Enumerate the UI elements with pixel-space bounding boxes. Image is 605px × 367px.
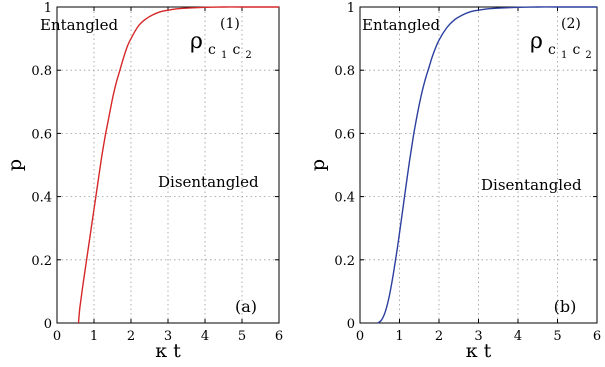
y-tick-label: 0: [347, 317, 355, 332]
y-tick-label: 0.2: [334, 254, 355, 269]
gridlines: [56, 6, 280, 324]
y-tick-label: 0.8: [31, 64, 52, 79]
entangled-label: Entangled: [40, 16, 119, 34]
y-tick-label: 0.8: [334, 64, 355, 79]
x-tick-label: 0: [53, 329, 61, 344]
x-tick-label: 1: [90, 329, 98, 344]
x-tick-label: 2: [127, 329, 135, 344]
series-line: [77, 6, 279, 324]
x-tick-label: 2: [435, 329, 443, 344]
rho-symbol: ρ: [530, 29, 543, 54]
subscript-c1: c: [548, 42, 556, 58]
state-label: ρ c 1 c 2: [190, 29, 252, 62]
subscript-c2: c: [572, 42, 580, 58]
state-label: ρ c 1 c 2: [530, 29, 592, 62]
series-line: [377, 6, 597, 324]
x-tick-label: 4: [514, 329, 522, 344]
y-axis-label: p: [4, 159, 26, 171]
panel-b: 0 1 2 3 4 5 6 0 0.2 0.4 0.6 0.8 1 p κ t Entangled Di…: [307, 1, 601, 362]
y-tick-label: 0.2: [31, 254, 52, 269]
x-tick-label: 5: [553, 329, 561, 344]
superscript-index: (2): [561, 16, 581, 32]
subscript-c2-index: 2: [245, 50, 251, 61]
y-tick-label: 1: [44, 1, 52, 16]
x-tick-label: 4: [201, 329, 209, 344]
x-axis-label: κ t: [155, 340, 181, 362]
subscript-c1-index: 1: [221, 50, 227, 61]
x-tick-label: 3: [474, 329, 482, 344]
superscript-index: (1): [220, 16, 240, 32]
x-tick-label: 6: [593, 329, 601, 344]
curve-layer: [77, 6, 279, 324]
panel-tag: (b): [554, 297, 577, 316]
subscript-c1-index: 1: [561, 50, 567, 61]
gridlines: [359, 6, 598, 324]
curve-layer: [377, 6, 597, 324]
x-tick-label: 1: [395, 329, 403, 344]
tick-labels: 0 1 2 3 4 5 6 0 0.2 0.4 0.6 0.8 1: [334, 1, 601, 344]
y-tick-label: 0: [44, 317, 52, 332]
y-tick-label: 1: [347, 1, 355, 16]
x-tick-label: 3: [164, 329, 172, 344]
y-tick-label: 0.4: [31, 191, 52, 206]
y-tick-label: 0.6: [31, 127, 52, 142]
y-axis-label: p: [307, 159, 329, 171]
plot-frame: [359, 6, 598, 324]
subscript-c1: c: [208, 42, 216, 58]
subscript-c2: c: [232, 42, 240, 58]
x-tick-label: 0: [356, 329, 364, 344]
x-tick-label: 5: [238, 329, 246, 344]
panel-tag: (a): [235, 297, 257, 316]
y-tick-label: 0.6: [334, 127, 355, 142]
x-axis-label: κ t: [466, 340, 492, 362]
plot-frame: [56, 6, 280, 324]
rho-symbol: ρ: [190, 29, 203, 54]
y-tick-label: 0.4: [334, 191, 355, 206]
x-tick-label: 6: [275, 329, 283, 344]
subscript-c2-index: 2: [585, 50, 591, 61]
entangled-label: Entangled: [362, 16, 441, 34]
tick-labels: 0 1 2 3 4 5 6 0 0.2 0.4 0.6 0.8 1: [31, 1, 283, 344]
disentangled-label: Disentangled: [158, 173, 259, 191]
panel-a: 0 1 2 3 4 5 6 0 0.2 0.4 0.6 0.8 1 p κ t Entangled Di…: [4, 1, 283, 362]
disentangled-label: Disentangled: [481, 176, 582, 194]
